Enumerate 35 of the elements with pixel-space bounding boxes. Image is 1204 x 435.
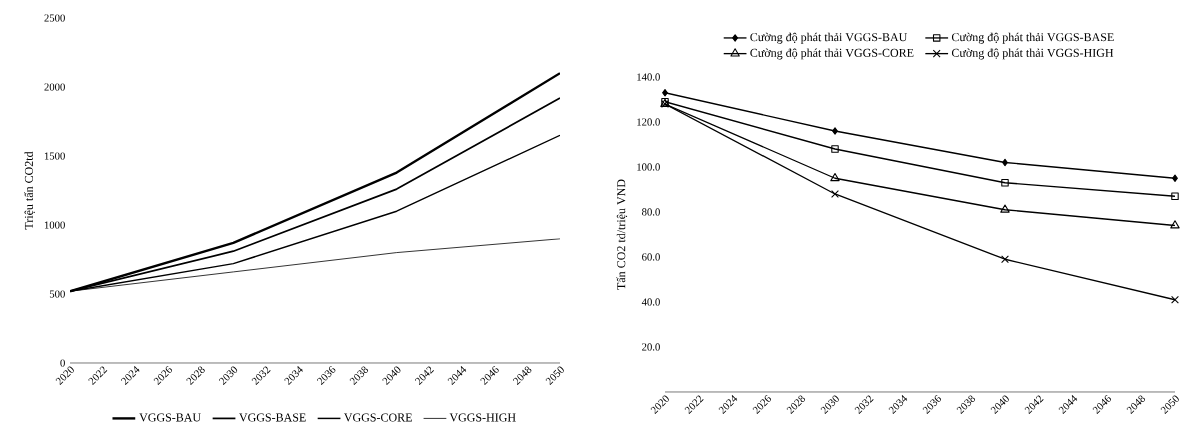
point — [1170, 220, 1180, 229]
y-axis-title: Triệu tấn CO2td — [24, 151, 35, 230]
point — [832, 127, 838, 135]
point — [831, 190, 839, 198]
point — [1172, 174, 1178, 182]
y-tick-label: 500 — [49, 290, 65, 298]
y-tick-label: 1500 — [44, 152, 65, 160]
y-tick-label: 1000 — [44, 221, 65, 229]
point — [830, 172, 840, 182]
y-tick-label: 100.0 — [637, 163, 660, 171]
legend-label: VGGS-HIGH — [449, 413, 516, 422]
y-tick-label: 60.0 — [642, 253, 660, 261]
legend-label: Cường độ phát thải VGGS-BASE — [951, 32, 1114, 44]
point — [831, 145, 839, 153]
y-tick-label: 20.0 — [642, 343, 660, 351]
legend-label: VGGS-CORE — [343, 413, 412, 422]
point — [1171, 295, 1179, 304]
y-tick-label: 2000 — [44, 83, 65, 91]
legend-label: Cường độ phát thải VGGS-BAU — [750, 32, 908, 44]
legend-label: VGGS-BASE — [239, 413, 306, 422]
point — [1001, 255, 1009, 264]
y-tick-label: 140.0 — [637, 73, 660, 81]
point — [1000, 204, 1010, 213]
legend-label: Cường độ phát thải VGGS-CORE — [750, 48, 914, 60]
point — [1001, 179, 1009, 187]
y-tick-label: 2500 — [44, 14, 65, 22]
legend-label: Cường độ phát thải VGGS-HIGH — [951, 48, 1114, 60]
y-tick-label: 0 — [60, 359, 65, 367]
point — [1171, 192, 1179, 200]
y-axis-title: Tấn CO2 td/triệu VND — [616, 179, 628, 290]
y-tick-label: 120.0 — [637, 118, 660, 126]
point — [662, 89, 668, 97]
legend-label: VGGS-BAU — [139, 413, 201, 422]
y-tick-label: 40.0 — [641, 298, 660, 306]
y-tick-label: 80.0 — [642, 208, 660, 216]
